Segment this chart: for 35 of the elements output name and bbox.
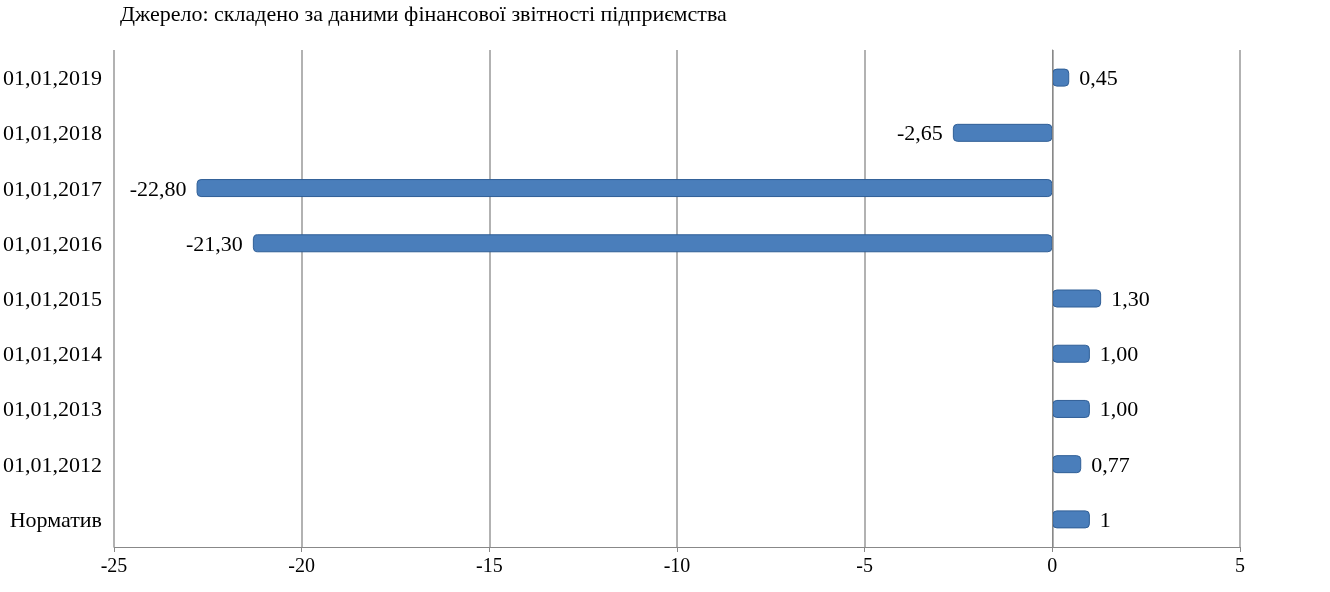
bar bbox=[1052, 68, 1070, 87]
y-tick-label: 01,01,2013 bbox=[3, 396, 102, 422]
data-label: 0,77 bbox=[1091, 451, 1130, 477]
y-tick-label: 01,01,2012 bbox=[3, 451, 102, 477]
bar bbox=[1052, 289, 1102, 308]
y-tick-label: 01,01,2018 bbox=[3, 120, 102, 146]
data-label: 1,30 bbox=[1111, 286, 1150, 311]
bar bbox=[1052, 399, 1090, 418]
bar bbox=[952, 123, 1053, 142]
y-tick-label: 01,01,2016 bbox=[3, 230, 102, 256]
bar bbox=[196, 179, 1053, 198]
data-label: -22,80 bbox=[129, 175, 187, 201]
y-tick-label: 01,01,2017 bbox=[3, 175, 102, 201]
y-tick-label: Норматив bbox=[9, 506, 102, 532]
bar bbox=[1052, 510, 1090, 529]
y-tick-label: 01,01,2015 bbox=[3, 286, 102, 311]
x-tick-label: -20 bbox=[288, 554, 315, 576]
bar bbox=[1052, 344, 1090, 363]
data-label: 0,45 bbox=[1079, 65, 1118, 91]
x-tick-label: 5 bbox=[1235, 554, 1245, 576]
x-tick-label: -5 bbox=[856, 554, 873, 576]
data-label: -21,30 bbox=[186, 230, 243, 256]
x-tick-label: -15 bbox=[476, 554, 503, 576]
data-label: 1,00 bbox=[1099, 396, 1139, 422]
x-tick-label: 0 bbox=[1047, 554, 1058, 576]
text: Джерело: складено за даними фінансової звітності підприємства bbox=[120, 0, 727, 26]
x-tick-label: -25 bbox=[100, 554, 128, 576]
data-label: 1 bbox=[1099, 506, 1111, 532]
x-tick-label: -10 bbox=[663, 554, 691, 576]
data-label: -2,65 bbox=[897, 120, 943, 146]
bar bbox=[252, 234, 1053, 253]
y-tick-label: 01,01,2019 bbox=[3, 65, 102, 91]
y-tick-label: 01,01,2014 bbox=[3, 341, 102, 367]
bar bbox=[1052, 455, 1082, 474]
data-label: 1,00 bbox=[1099, 341, 1139, 367]
